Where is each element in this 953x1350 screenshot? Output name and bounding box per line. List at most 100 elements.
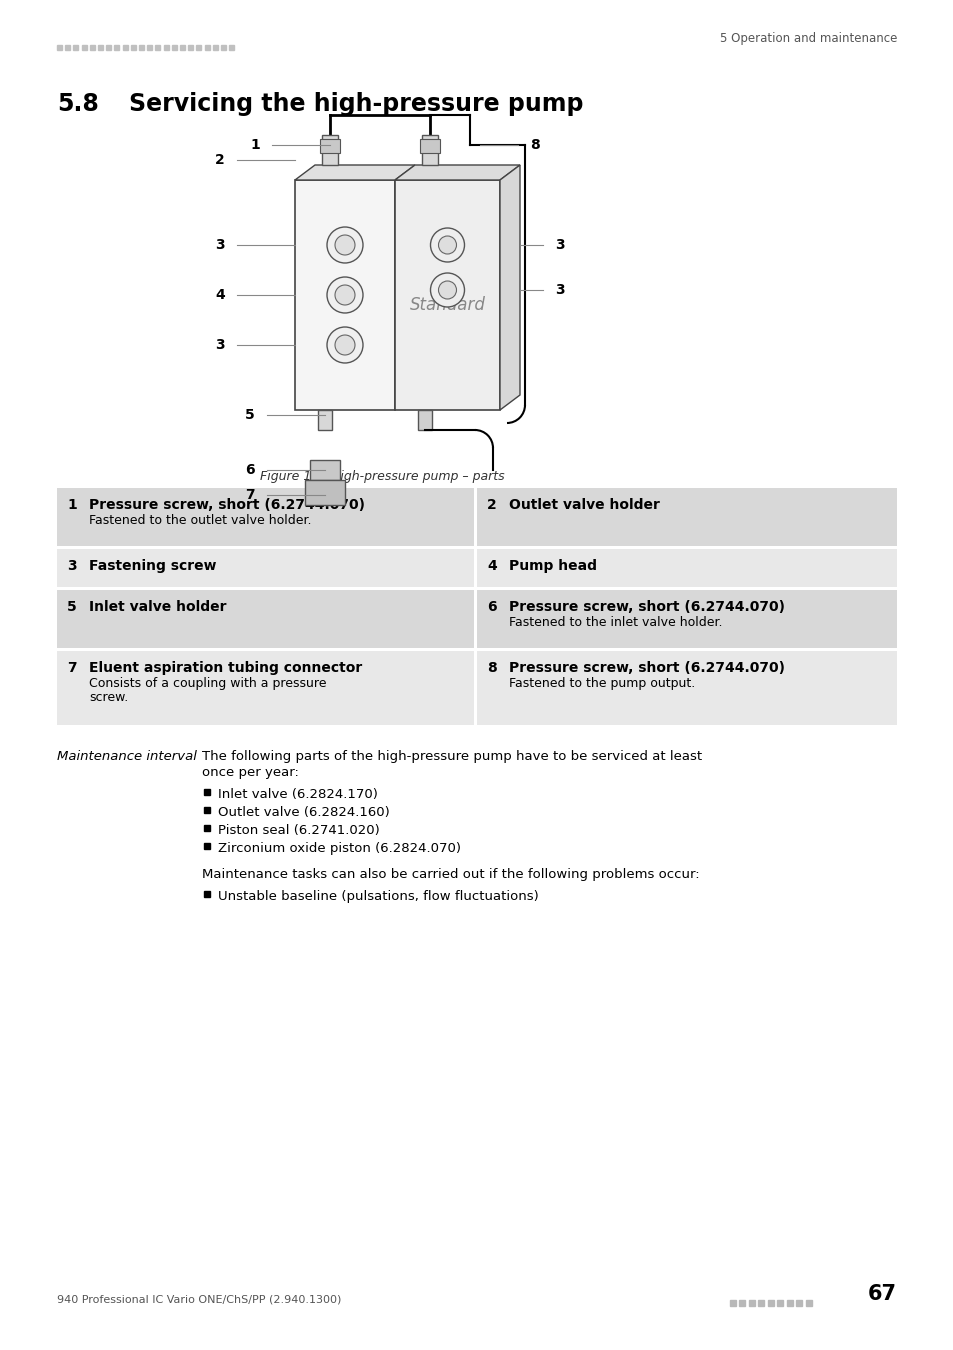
Bar: [758, 1300, 763, 1305]
Circle shape: [430, 228, 464, 262]
Bar: [65, 45, 71, 50]
Text: Inlet valve holder: Inlet valve holder: [89, 599, 226, 614]
Bar: [204, 825, 210, 832]
Text: 3: 3: [215, 338, 225, 352]
Circle shape: [327, 277, 363, 313]
Bar: [82, 45, 87, 50]
Bar: [319, 139, 339, 153]
Text: Servicing the high-pressure pump: Servicing the high-pressure pump: [129, 92, 583, 116]
Bar: [204, 891, 210, 896]
Text: 3: 3: [215, 238, 225, 252]
Text: 5 Operation and maintenance: 5 Operation and maintenance: [719, 32, 896, 45]
Bar: [57, 487, 474, 545]
Circle shape: [335, 235, 355, 255]
Circle shape: [438, 236, 456, 254]
Bar: [57, 590, 474, 648]
Text: 1: 1: [250, 138, 260, 153]
Text: 3: 3: [555, 238, 564, 252]
Bar: [204, 842, 210, 849]
Circle shape: [430, 273, 464, 306]
Text: 5: 5: [67, 599, 76, 614]
Bar: [476, 487, 896, 545]
Bar: [476, 651, 896, 725]
Bar: [796, 1300, 801, 1305]
Bar: [805, 1300, 811, 1305]
Bar: [123, 45, 128, 50]
Polygon shape: [395, 165, 519, 180]
Text: 3: 3: [67, 559, 76, 572]
Text: 4: 4: [486, 559, 497, 572]
Bar: [476, 549, 896, 587]
Bar: [294, 180, 395, 410]
Text: Maintenance interval: Maintenance interval: [57, 751, 196, 763]
Text: 67: 67: [867, 1284, 896, 1304]
Text: Inlet valve (6.2824.170): Inlet valve (6.2824.170): [218, 788, 377, 801]
Text: Pressure screw, short (6.2744.070): Pressure screw, short (6.2744.070): [509, 599, 784, 614]
Text: The following parts of the high-pressure pump have to be serviced at least: The following parts of the high-pressure…: [202, 751, 701, 763]
Text: Pump head: Pump head: [509, 559, 597, 572]
Text: Pressure screw, short (6.2744.070): Pressure screw, short (6.2744.070): [89, 498, 365, 512]
Text: 5.8: 5.8: [57, 92, 99, 116]
Bar: [147, 45, 152, 50]
Text: Fastening screw: Fastening screw: [89, 559, 216, 572]
Text: Maintenance tasks can also be carried out if the following problems occur:: Maintenance tasks can also be carried ou…: [202, 868, 699, 882]
Bar: [213, 45, 217, 50]
Text: 5: 5: [245, 408, 254, 423]
Text: Pressure screw, short (6.2744.070): Pressure screw, short (6.2744.070): [509, 662, 784, 675]
Bar: [305, 481, 345, 505]
Polygon shape: [294, 165, 415, 180]
Bar: [322, 135, 337, 165]
Bar: [204, 788, 210, 795]
Bar: [395, 180, 499, 410]
Bar: [57, 549, 474, 587]
Text: High-pressure pump – parts: High-pressure pump – parts: [314, 470, 504, 483]
Bar: [476, 590, 896, 648]
Text: 2: 2: [486, 498, 497, 512]
Bar: [188, 45, 193, 50]
Bar: [106, 45, 112, 50]
Text: 3: 3: [555, 284, 564, 297]
Text: 7: 7: [67, 662, 76, 675]
Circle shape: [335, 285, 355, 305]
Bar: [139, 45, 144, 50]
Bar: [221, 45, 226, 50]
Bar: [421, 135, 437, 165]
Text: Consists of a coupling with a pressure: Consists of a coupling with a pressure: [89, 676, 326, 690]
Bar: [196, 45, 201, 50]
Bar: [57, 651, 474, 725]
Text: Zirconium oxide piston (6.2824.070): Zirconium oxide piston (6.2824.070): [218, 842, 460, 855]
Text: once per year:: once per year:: [202, 765, 298, 779]
Text: 8: 8: [486, 662, 497, 675]
Text: Piston seal (6.2741.020): Piston seal (6.2741.020): [218, 824, 379, 837]
Bar: [90, 45, 94, 50]
Polygon shape: [499, 165, 519, 410]
Bar: [729, 1300, 735, 1305]
Bar: [98, 45, 103, 50]
Bar: [419, 139, 439, 153]
Bar: [172, 45, 176, 50]
Circle shape: [335, 335, 355, 355]
Circle shape: [438, 281, 456, 298]
Text: 2: 2: [215, 153, 225, 167]
Bar: [229, 45, 233, 50]
Text: 6: 6: [486, 599, 497, 614]
Bar: [155, 45, 160, 50]
Text: 4: 4: [215, 288, 225, 302]
Bar: [777, 1300, 782, 1305]
Text: 8: 8: [530, 138, 539, 153]
Text: Fastened to the inlet valve holder.: Fastened to the inlet valve holder.: [509, 616, 721, 629]
Bar: [204, 45, 210, 50]
Bar: [204, 807, 210, 813]
Bar: [317, 410, 332, 431]
Text: Fastened to the outlet valve holder.: Fastened to the outlet valve holder.: [89, 514, 312, 526]
Bar: [114, 45, 119, 50]
Bar: [57, 45, 62, 50]
Bar: [417, 410, 432, 431]
Bar: [786, 1300, 792, 1305]
Bar: [767, 1300, 773, 1305]
Bar: [739, 1300, 744, 1305]
Text: Fastened to the pump output.: Fastened to the pump output.: [509, 676, 695, 690]
Bar: [163, 45, 169, 50]
Text: Figure 16: Figure 16: [260, 470, 319, 483]
Bar: [73, 45, 78, 50]
